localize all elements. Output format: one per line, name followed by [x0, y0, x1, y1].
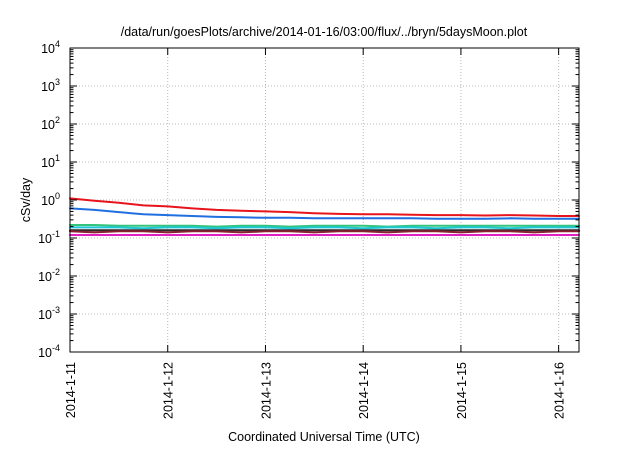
series-line: [69, 230, 580, 234]
x-tick-label: 2014-1-13: [259, 362, 273, 419]
series-line: [69, 224, 580, 228]
y-tick-label: 10-2: [38, 267, 60, 284]
series-line: [69, 207, 580, 220]
y-tick-label: 103: [41, 77, 60, 94]
x-tick-label: 2014-1-15: [455, 362, 469, 419]
y-tick-label: 10-4: [38, 343, 60, 360]
y-tick-label: 102: [41, 115, 60, 132]
series-line: [69, 197, 580, 217]
x-tick-label: 2014-1-12: [162, 362, 176, 419]
x-tick-label: 2014-1-14: [357, 362, 371, 419]
y-tick-label: 101: [41, 153, 60, 170]
y-tick-label: 104: [41, 39, 60, 56]
x-tick-labels: 2014-1-11 2014-1-12 2014-1-13 2014-1-14 2014…: [64, 362, 567, 419]
chart-title: /data/run/goesPlots/archive/2014-01-16/0…: [121, 25, 528, 39]
y-tick-label: 100: [41, 191, 60, 208]
x-tick-label: 2014-1-11: [64, 362, 78, 418]
grid-lines: [70, 48, 579, 352]
y-tick-label: 10-1: [38, 229, 60, 246]
y-tick-label: 10-3: [38, 305, 60, 322]
series-layer: [69, 197, 580, 236]
x-axis-title: Coordinated Universal Time (UTC): [228, 430, 420, 444]
axis-ticks: [69, 47, 579, 353]
x-tick-label: 2014-1-16: [553, 362, 567, 419]
y-axis-title: cSv/day: [19, 177, 33, 222]
y-tick-labels: 10-4 10-3 10-2 10-1 100 101 102 103 104: [38, 39, 60, 360]
series-line: [69, 226, 580, 230]
